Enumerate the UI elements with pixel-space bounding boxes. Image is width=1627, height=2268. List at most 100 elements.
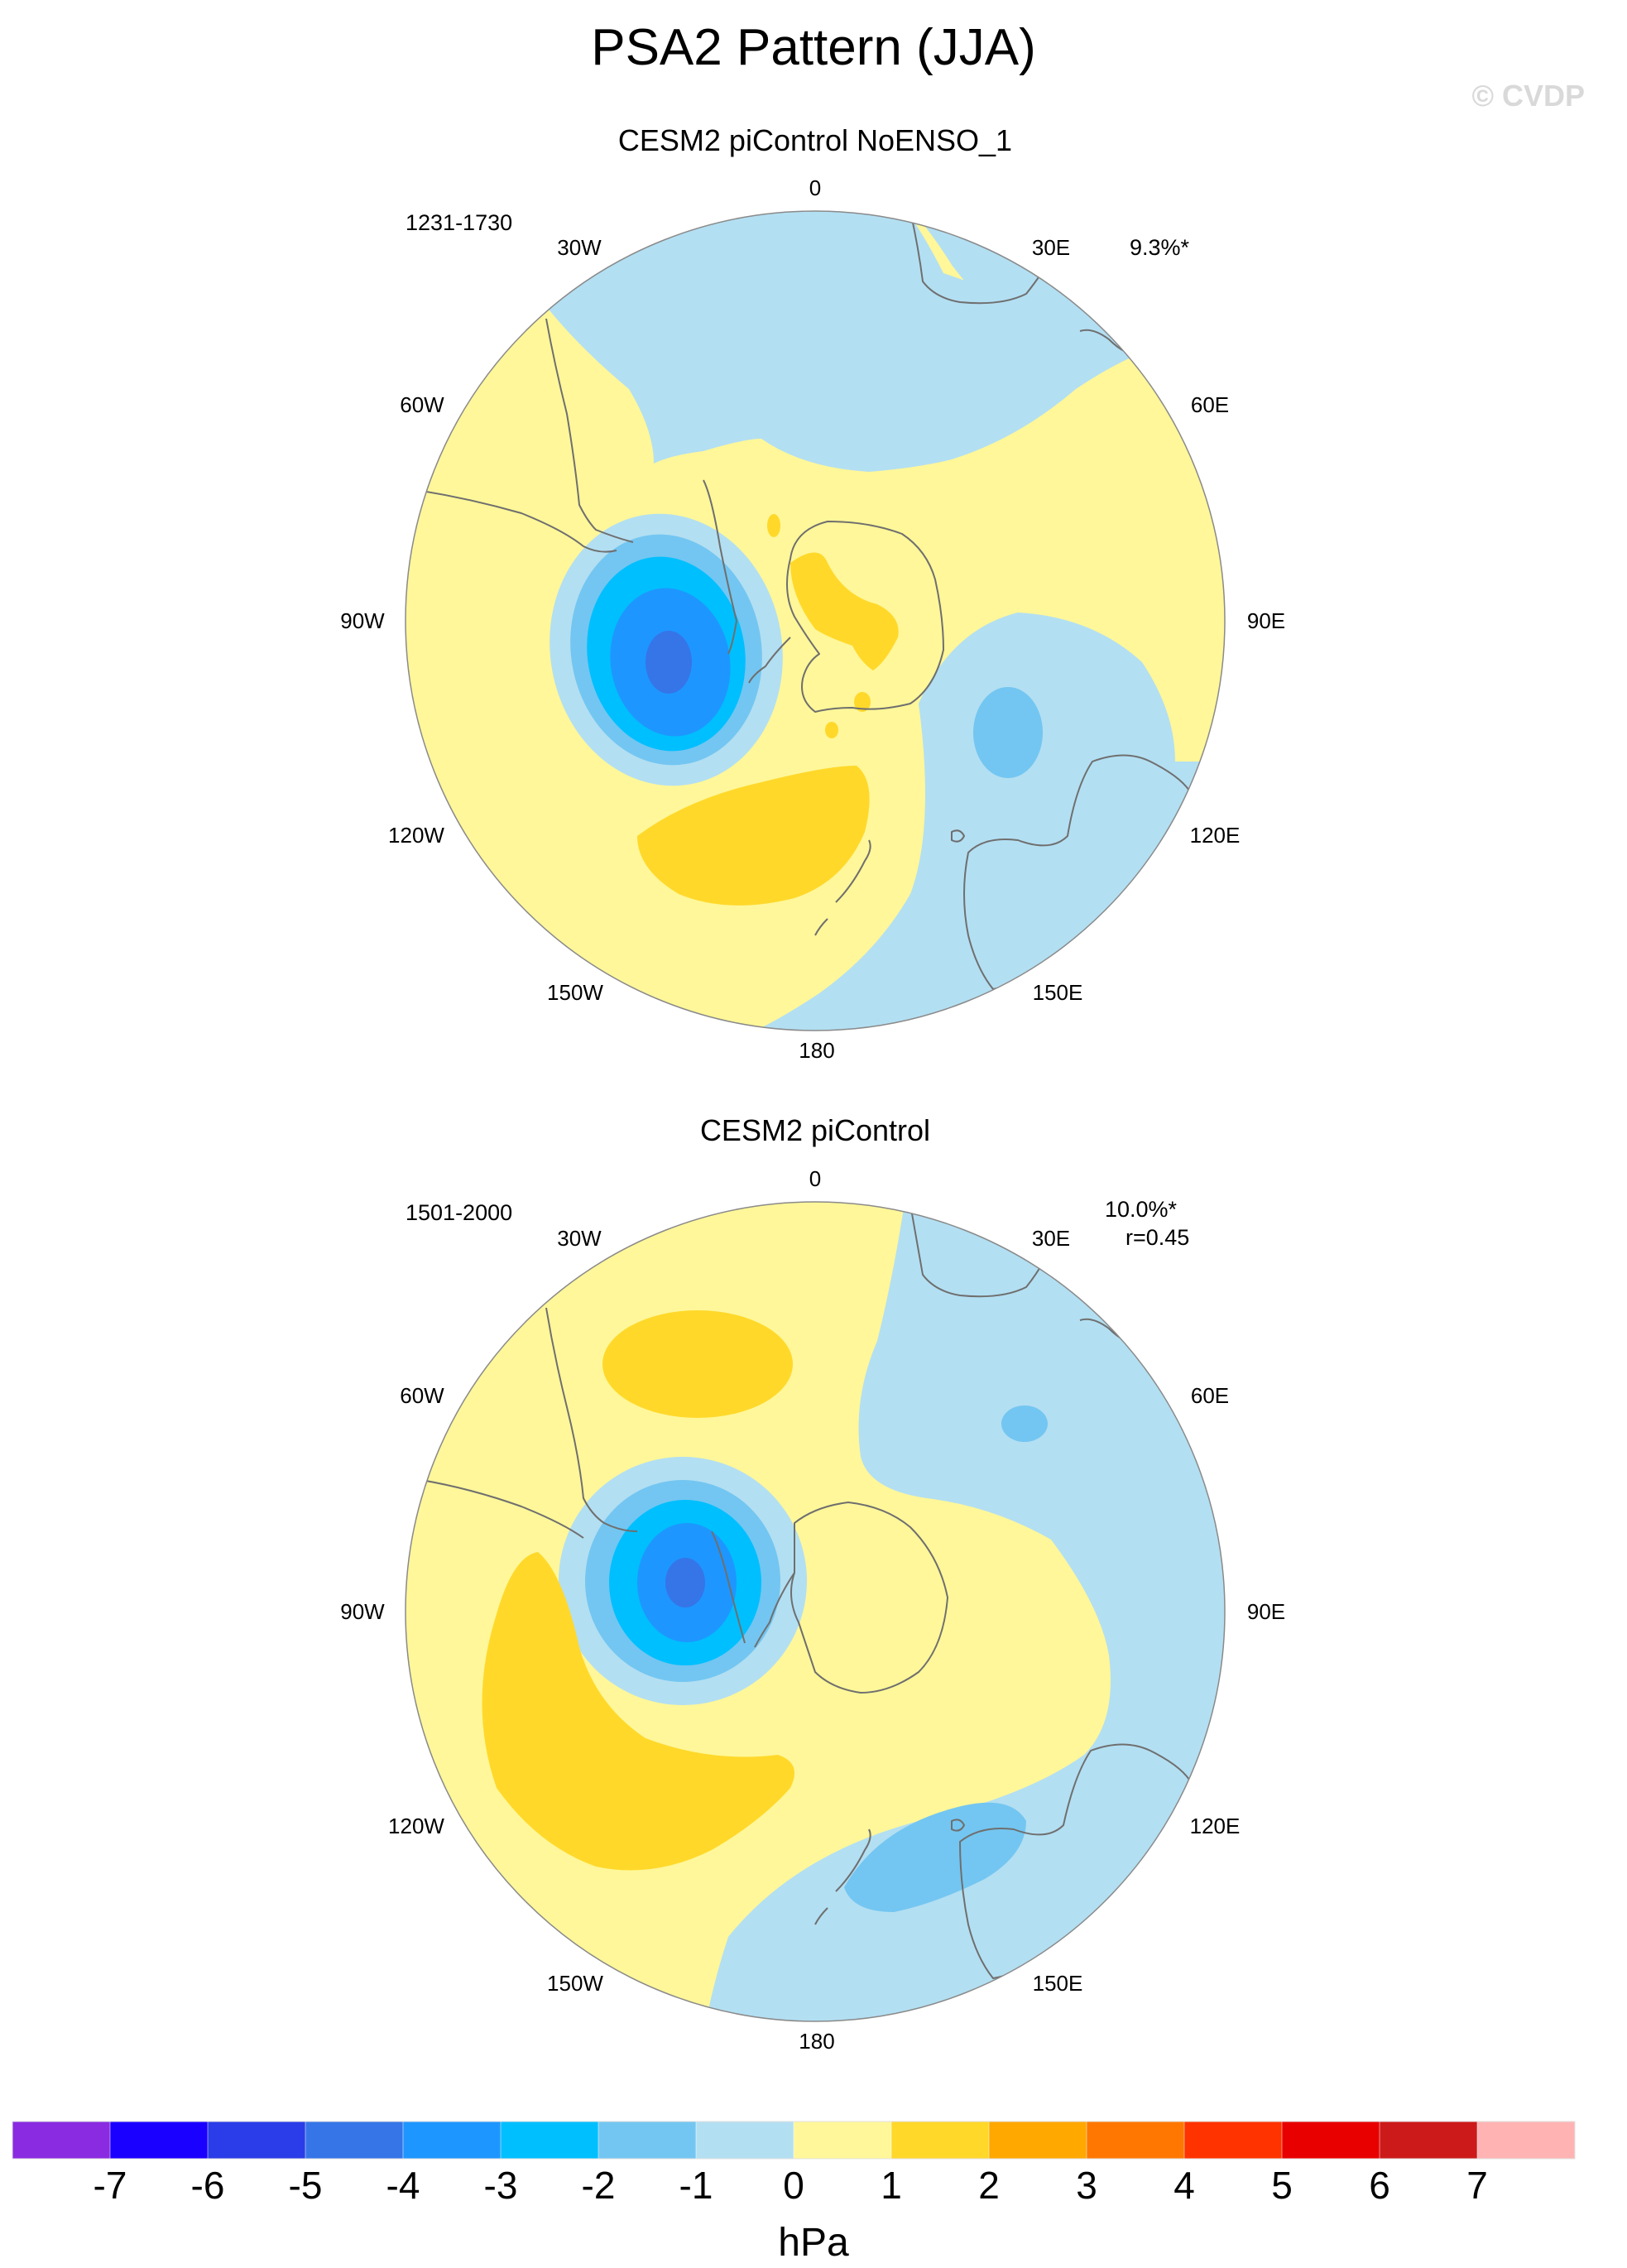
figure-title: PSA2 Pattern (JJA): [591, 19, 1036, 76]
panel-2-coastline-south-america: [545, 1307, 638, 1532]
panel-2-lon-60w: 60W: [400, 1383, 444, 1408]
panel-1-lon-60e: 60E: [1191, 392, 1229, 417]
panel-2-lon-150w: 150W: [547, 1971, 603, 1996]
panel-1-subtitle: CESM2 piControl NoENSO_1: [618, 123, 1012, 157]
panel-2-lon-30e: 30E: [1032, 1226, 1070, 1251]
colorbar-tick-label: 2: [978, 2164, 1000, 2207]
panel-2-lon-120e: 120E: [1190, 1814, 1241, 1838]
panel-2-lon-60e: 60E: [1191, 1383, 1229, 1408]
panel-2-contour-neg2-south: [844, 1802, 1026, 1912]
panel-2-lon-30w: 30W: [557, 1226, 602, 1251]
colorbar-box: [305, 2121, 404, 2160]
colorbar-tick-label: -5: [289, 2164, 323, 2207]
colorbar-box: [988, 2121, 1087, 2160]
panel-2-coastline-peninsula: [754, 1572, 795, 1648]
colorbar-box: [1183, 2121, 1283, 2160]
panel-1-coastline-new-zealand: [814, 839, 871, 936]
colorbar-box: [109, 2121, 209, 2160]
panel-2-lon-150e: 150E: [1033, 1971, 1083, 1996]
panel-2-contour-neg5-center: [665, 1558, 705, 1607]
panel-2-subtitle: CESM2 piControl: [700, 1113, 930, 1147]
panel-1-contour-pos2-small-c: [825, 722, 838, 738]
colorbar-boxes: [12, 2121, 1576, 2160]
panel-2-coastline-south-america-2: [406, 1477, 584, 1539]
colorbar-box: [207, 2121, 306, 2160]
panel-2-contour-pos2-west: [482, 1552, 794, 1871]
panel-2-map: [406, 1202, 1225, 2021]
colorbar-box: [12, 2121, 111, 2160]
colorbar-tick-label: -4: [386, 2164, 420, 2207]
colorbar-box: [500, 2121, 599, 2160]
panel-1-coastline-peninsula: [748, 637, 791, 684]
panel-2-years: 1501-2000: [406, 1200, 512, 1225]
panel-2-lon-120w: 120W: [388, 1814, 444, 1838]
panel-2-coastline-patagonia: [711, 1530, 746, 1644]
colorbar-tick-label: 0: [783, 2164, 804, 2207]
panel-1-lon-0: 0: [809, 175, 821, 200]
colorbar: -7 -6 -5 -4 -3 -2 -1 0 1 2 3 4 5 6 7 hPa: [12, 2121, 1576, 2265]
panel-2-map-outline: [405, 1201, 1226, 2022]
panel-1-map: [406, 211, 1225, 1031]
colorbar-box: [402, 2121, 502, 2160]
colorbar-tick-label: 6: [1369, 2164, 1390, 2207]
panel-1-lon-30e: 30E: [1032, 235, 1070, 260]
cvdp-watermark: © CVDP: [1471, 79, 1585, 113]
colorbar-tick-label: 3: [1076, 2164, 1097, 2207]
panel-2-stat-1: 10.0%*: [1105, 1197, 1178, 1222]
colorbar-box: [890, 2121, 990, 2160]
colorbar-box: [695, 2121, 794, 2160]
colorbar-tick-label: 5: [1271, 2164, 1293, 2207]
panel-1-coastline-south-america-2: [406, 488, 617, 553]
panel-1-lon-150e: 150E: [1033, 980, 1083, 1005]
panel-1-coastline-south-america: [545, 318, 634, 543]
panel-1-lon-90e: 90E: [1247, 608, 1285, 633]
panel-1-contour-neg5-west: [646, 631, 692, 694]
panel-1-contour-pos2-south: [637, 766, 870, 906]
panel-2-coastline-antarctica: [790, 1502, 948, 1694]
panel-1: CESM2 piControl NoENSO_1 1231-1730 9.3%*: [340, 123, 1285, 1063]
panel-1-lon-120e: 120E: [1190, 823, 1241, 848]
colorbar-box: [1476, 2121, 1576, 2160]
panel-1-coastline-africa: [909, 211, 1052, 305]
panel-2-contour-neg2-small: [1001, 1405, 1048, 1442]
colorbar-box: [1379, 2121, 1478, 2160]
panel-1-coastline-madagascar: [1079, 329, 1126, 353]
panel-2-lon-180: 180: [799, 2029, 834, 2054]
panel-2-lon-90e: 90E: [1247, 1599, 1285, 1624]
panel-1-contour-pos2-center: [790, 552, 899, 670]
panel-1-contour-pos2-small-a: [767, 514, 780, 537]
panel-1-coastline-tasmania: [951, 829, 965, 843]
panel-2-coastline-africa: [909, 1204, 1052, 1298]
panel-1-map-outline: [405, 210, 1226, 1031]
colorbar-tick-label: -2: [582, 2164, 616, 2207]
panel-1-lon-180: 180: [799, 1038, 834, 1063]
panel-1-lon-30w: 30W: [557, 235, 602, 260]
panel-1-contour-pos2-small-b: [854, 692, 871, 712]
panel-1-contour-neg2-east: [973, 687, 1043, 778]
panel-2-stat-2: r=0.45: [1125, 1225, 1189, 1250]
colorbar-box: [793, 2121, 892, 2160]
colorbar-tick-label: 7: [1466, 2164, 1488, 2207]
colorbar-tick-label: -6: [191, 2164, 225, 2207]
panel-1-years: 1231-1730: [406, 210, 512, 235]
panel-1-lon-90w: 90W: [340, 608, 385, 633]
panel-2-contour-neg1-east: [703, 1202, 1225, 2021]
colorbar-box: [598, 2121, 697, 2160]
colorbar-tick-label: -1: [679, 2164, 713, 2207]
panel-2-coastline-new-zealand: [814, 1828, 871, 1925]
colorbar-unit-label: hPa: [778, 2221, 849, 2265]
colorbar-outline: [12, 2121, 1576, 2160]
panel-1-lon-120w: 120W: [388, 823, 444, 848]
panel-1-contour-neg1-center: [497, 211, 1159, 472]
colorbar-box: [1281, 2121, 1380, 2160]
colorbar-tick-label: 1: [881, 2164, 902, 2207]
panel-2-lon-0: 0: [809, 1166, 821, 1191]
panel-1-coastline-patagonia: [703, 479, 737, 655]
panel-1-lon-150w: 150W: [547, 980, 603, 1005]
panel-2-coastline-tasmania: [951, 1819, 965, 1832]
panel-1-coastline-antarctica: [786, 521, 944, 713]
colorbar-tick-label: -3: [484, 2164, 518, 2207]
colorbar-box: [1086, 2121, 1185, 2160]
panel-2-contour-pos2-north: [602, 1310, 793, 1418]
